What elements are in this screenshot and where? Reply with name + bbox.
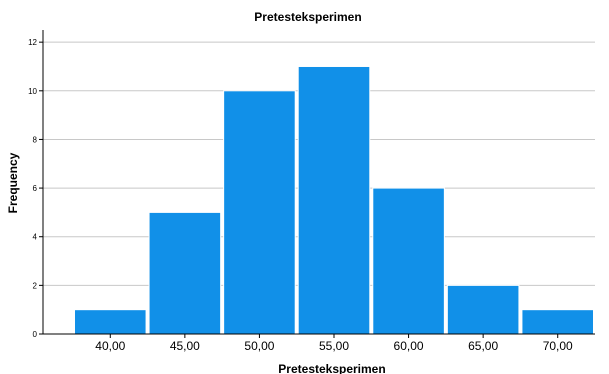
y-axis-label: Frequency [6,152,20,213]
x-tick-label: 45,00 [170,339,200,353]
bar-55-00 [297,65,371,335]
bars [74,65,595,335]
y-tick-label: 2 [33,281,38,290]
y-tick-label: 8 [33,135,38,144]
x-tick-label: 70,00 [543,339,573,353]
x-ticks: 40,00 45,00 50,00 55,00 60,00 65,00 70,00 [95,334,573,353]
y-tick-label: 10 [28,87,37,96]
x-axis-label: Pretesteksperimen [278,362,385,374]
x-tick-label: 40,00 [95,339,125,353]
y-tick-label: 6 [33,184,38,193]
bar-65-00 [446,284,520,335]
bar-50-00 [223,90,296,335]
y-tick-label: 4 [33,233,38,242]
chart-title: Pretesteksperimen [254,10,361,24]
bar-70-00 [521,309,595,335]
x-tick-label: 65,00 [468,339,498,353]
y-tick-label: 0 [33,330,38,339]
x-tick-label: 60,00 [394,339,424,353]
bar-60-00 [372,187,445,335]
x-tick-label: 55,00 [319,339,349,353]
bar-40-00 [74,309,147,335]
x-tick-label: 50,00 [244,339,274,353]
y-tick-label: 12 [28,38,37,47]
y-ticks: 0 2 4 6 8 10 12 [28,38,43,339]
bar-45-00 [148,211,222,335]
